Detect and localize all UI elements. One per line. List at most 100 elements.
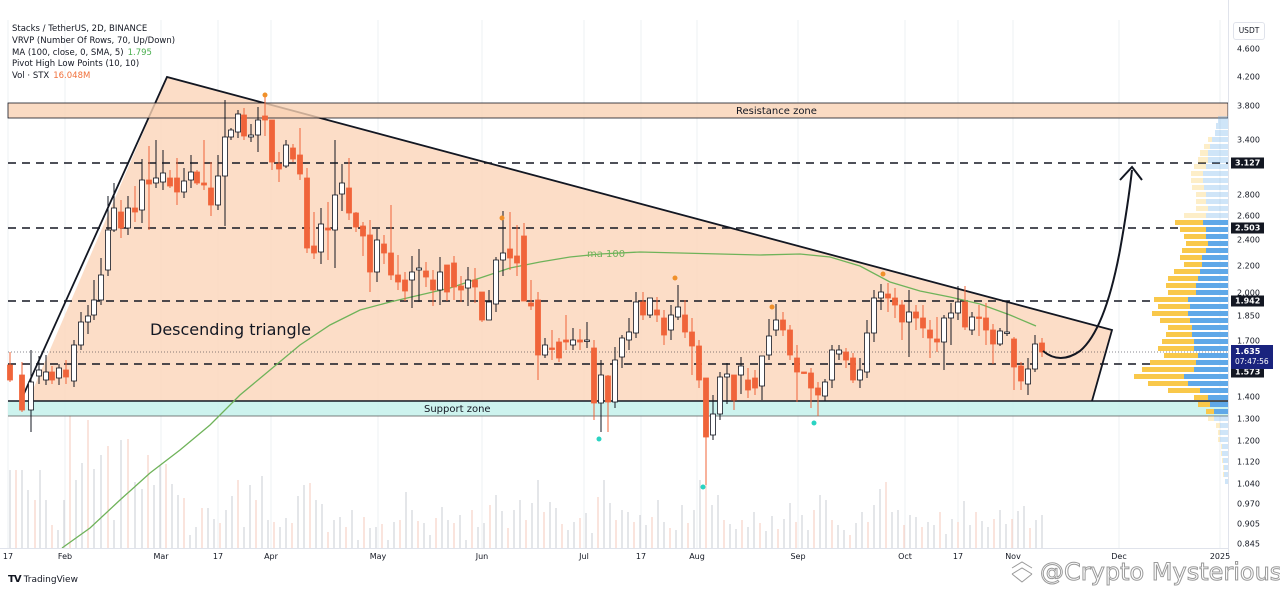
vrvp-down-bar [1200,269,1228,274]
candle-up [493,259,499,305]
vrvp-down-bar [1204,185,1228,190]
candle-down [63,369,69,378]
candle-down [479,291,485,321]
legend-volume[interactable]: Vol · STX 16.048M [12,71,175,83]
vrvp-up-bar [1162,339,1194,344]
vrvp-up-bar [1208,416,1214,421]
candle-up [668,314,674,331]
vrvp-down-bar [1202,255,1228,260]
pivot-high-marker [262,92,268,98]
candle-down [605,375,611,403]
time-axis[interactable]: 17 Feb Mar 17 Apr May Jun Jul 17 Aug Sep Oct 17 Nov De… [0,548,1230,565]
candle-down [808,372,814,389]
candle-down [521,235,527,302]
vrvp-up-bar [1200,150,1208,156]
vrvp-up-bar [1154,297,1188,302]
candle-down [1018,365,1024,382]
candle-up [633,301,639,334]
vrvp-up-bar [1148,381,1188,386]
price-tick: 4.200 [1237,72,1260,82]
time-tick: Jun [475,552,489,561]
candle-down [167,177,173,187]
resistance-label: Resistance zone [736,106,817,117]
legend-vol-label: Vol · STX [12,71,50,82]
candle-down [514,255,520,264]
candle-up [409,271,415,281]
support-label: Support zone [424,404,491,415]
pivot-high-marker [499,215,505,221]
triangle-upper-edge[interactable] [21,75,1114,402]
level-price-tag: 1.942 [1231,295,1265,307]
time-tick: Nov [1005,552,1021,561]
candle-up [906,311,912,323]
price-tick: 0.845 [1237,539,1260,549]
vrvp-down-bar [1218,116,1228,123]
candle-up [542,344,548,356]
candle-down [794,357,800,373]
vrvp-up-bar [1196,199,1206,204]
vrvp-down-bar [1208,206,1228,211]
candle-down [311,245,317,254]
vrvp-down-bar [1225,479,1228,484]
vrvp-up-bar [1164,353,1198,358]
support-zone[interactable] [8,401,1228,416]
vrvp-down-bar [1202,262,1228,267]
vrvp-up-bar [1184,262,1202,267]
vrvp-down-bar [1216,123,1228,129]
price-tick: 4.600 [1237,44,1260,54]
price-axis[interactable]: USDT 4.600 4.200 3.800 3.400 2.800 2.600 2.400… [1228,0,1280,556]
price-tick: 0.905 [1237,519,1260,529]
vrvp-up-bar [1223,472,1224,477]
vrvp-up-bar [1168,388,1200,393]
candle-up [871,297,877,334]
vrvp-down-bar [1203,171,1228,176]
vrvp-down-bar [1194,346,1228,351]
candle-up [822,381,828,397]
vrvp-up-bar [1223,465,1224,470]
vrvp-up-bar [1168,276,1198,281]
vrvp-down-bar [1206,248,1228,253]
candle-up [98,274,104,301]
projection-arrow[interactable] [1042,169,1133,359]
legend-pivot[interactable]: Pivot High Low Points (10, 10) [12,59,140,70]
resistance-zone[interactable] [7,102,1229,119]
candle-up [318,223,324,253]
candle-down [731,374,737,401]
legend-symbol[interactable]: Stacks / TetherUS, 2D, BINANCE [12,24,148,34]
candle-down [507,248,513,259]
candle-up [759,355,765,387]
vrvp-down-bar [1206,213,1228,218]
vrvp-up-bar [1191,171,1203,176]
candle-up [91,299,97,316]
volume-bars [9,415,1043,548]
pivot-low-marker [811,420,817,426]
vrvp-up-bar [1174,269,1200,274]
candle-up [235,113,241,133]
candle-up [153,177,159,184]
candle-down [132,207,138,213]
candle-up [997,330,1003,345]
level-price-tag: 2.503 [1231,222,1265,234]
candle-down [556,341,562,359]
candle-up [864,332,870,373]
candle-down [696,345,702,381]
candle-down [423,270,429,278]
vrvp-up-bar [1216,423,1220,428]
vrvp-up-bar [1142,367,1194,372]
legend-vrvp[interactable]: VRVP (Number Of Rows, 70, Up/Down) [12,35,176,46]
volume-profile [1134,116,1228,484]
vrvp-up-bar [1182,248,1206,253]
tradingview-logo[interactable]: TV TradingView [8,574,78,585]
vrvp-up-bar [1194,164,1206,169]
legend-vol-value: 16.048M [53,71,91,82]
price-tick: 3.800 [1237,101,1260,111]
legend-ma[interactable]: MA (100, close, 0, SMA, 5) 1.795 [12,48,175,60]
vrvp-down-bar [1208,241,1228,246]
candle-up [56,367,62,379]
candle-down [49,371,55,381]
vrvp-up-bar [1206,409,1214,414]
currency-unit-button[interactable]: USDT [1233,22,1265,40]
descending-triangle[interactable] [28,77,1112,401]
candle-down [976,316,982,319]
